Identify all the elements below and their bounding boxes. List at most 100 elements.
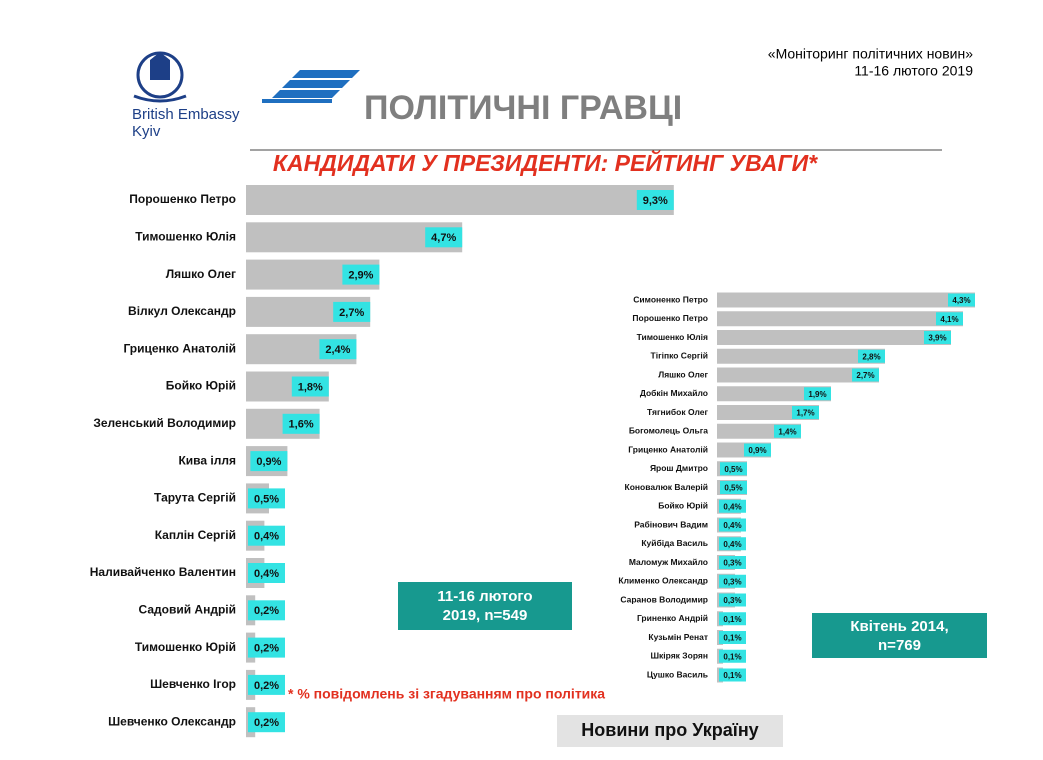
value-label-bg: [248, 712, 285, 733]
value-label: 0,1%: [723, 652, 741, 661]
value-label-bg: [333, 301, 371, 322]
category-label: Гриценко Анатолій: [628, 444, 708, 454]
value-label: 1,9%: [808, 390, 826, 399]
value-label: 3,9%: [928, 334, 946, 343]
category-label: Наливайченко Валентин: [90, 565, 236, 579]
bar: [717, 386, 831, 402]
bar: [717, 330, 951, 345]
value-label-bg: [774, 424, 801, 438]
category-label: Тимошенко Юлія: [637, 332, 708, 342]
value-label: 1,7%: [796, 409, 814, 418]
category-label: Кузьмін Ренат: [648, 632, 708, 642]
period-box: Квітень 2014, n=769: [812, 613, 987, 658]
value-label: 0,3%: [723, 577, 741, 586]
value-label-bg: [719, 499, 746, 513]
value-label: 0,5%: [724, 484, 742, 493]
value-label-bg: [342, 264, 380, 285]
report-period: 11-16 лютого 2019: [854, 63, 973, 79]
category-label: Тарута Сергій: [154, 491, 236, 505]
value-label: 0,4%: [723, 540, 741, 549]
category-label: Садовий Андрій: [139, 602, 236, 616]
value-label-bg: [248, 600, 285, 621]
value-label-bg: [719, 518, 746, 532]
value-label-bg: [636, 190, 674, 210]
category-label: Гриненко Андрій: [637, 613, 708, 623]
value-label: 0,1%: [723, 634, 741, 643]
value-label: 0,2%: [254, 605, 279, 617]
footer-box: [557, 715, 783, 747]
value-label-bg: [248, 563, 285, 583]
value-label: 0,5%: [724, 465, 742, 474]
category-label: Каплін Сергій: [155, 528, 236, 542]
section-title: ПОЛІТИЧНІ ГРАВЦІ: [364, 89, 682, 127]
category-label: Шкіряк Зорян: [650, 651, 708, 661]
value-label-bg: [248, 488, 285, 509]
report-name: «Моніторинг політичних новин»: [768, 46, 973, 62]
footer-text: Новини про Україну: [581, 720, 758, 740]
value-label-bg: [720, 462, 747, 476]
value-label-bg: [291, 376, 329, 397]
value-label-bg: [948, 293, 975, 307]
value-label-bg: [425, 227, 463, 248]
category-label: Богомолець Ольга: [629, 426, 708, 436]
value-label-bg: [720, 481, 747, 494]
value-label: 0,9%: [748, 446, 766, 455]
value-label-bg: [719, 593, 746, 607]
category-label: Порошенко Петро: [129, 192, 236, 206]
value-label-bg: [719, 574, 746, 588]
value-label-bg: [719, 612, 746, 626]
bar: [717, 311, 963, 327]
value-label-bg: [248, 637, 285, 658]
category-label: Порошенко Петро: [632, 313, 708, 323]
value-label-bg: [719, 631, 746, 644]
value-label: 0,9%: [256, 456, 281, 468]
value-label: 0,4%: [723, 502, 741, 511]
value-label: 0,1%: [723, 671, 741, 680]
category-label: Шевченко Олександр: [108, 714, 236, 728]
value-label-bg: [719, 649, 746, 663]
slide-title: КАНДИДАТИ У ПРЕЗИДЕНТИ: РЕЙТИНГ УВАГИ*: [273, 148, 818, 176]
category-label: Ляшко Олег: [658, 369, 708, 379]
category-label: Бойко Юрій: [166, 379, 236, 393]
value-label: 0,2%: [254, 680, 279, 692]
value-label-bg: [248, 525, 285, 546]
crest: [133, 51, 187, 103]
category-label: Гриценко Анатолій: [123, 341, 236, 355]
value-label-bg: [719, 556, 746, 569]
value-label-bg: [804, 387, 831, 401]
value-label-bg: [719, 537, 746, 551]
category-label: Добкін Михайло: [640, 388, 708, 398]
value-label: 0,1%: [723, 615, 741, 624]
category-label: Тимошенко Юрій: [135, 640, 236, 654]
bar: [717, 348, 885, 364]
embassy-name: British Embassy: [132, 106, 240, 123]
category-label: Тимошенко Юлія: [135, 229, 236, 243]
value-label-bg: [744, 443, 771, 457]
category-label: Кива ілля: [178, 453, 236, 467]
logo-panel: [110, 32, 258, 154]
value-label-bg: [924, 331, 951, 344]
value-label: 4,7%: [431, 232, 456, 244]
value-label: 1,6%: [289, 419, 314, 431]
category-label: Клименко Олександр: [618, 576, 708, 586]
category-label: Тягнибок Олег: [647, 407, 708, 417]
value-label: 4,3%: [952, 296, 970, 305]
category-label: Вілкул Олександр: [128, 304, 236, 318]
bar: [717, 367, 879, 383]
value-label: 9,3%: [643, 195, 668, 207]
category-label: Зеленський Володимир: [93, 416, 236, 430]
category-label: Ярош Дмитро: [650, 463, 708, 473]
value-label: 1,8%: [298, 381, 323, 393]
value-label: 2,7%: [856, 371, 874, 380]
category-label: Рабінович Вадим: [634, 519, 708, 529]
value-label: 2,8%: [862, 352, 880, 361]
period-box: 11-16 лютого 2019, n=549: [398, 582, 572, 630]
category-label: Маломуж Михайло: [629, 557, 708, 567]
value-label: 0,3%: [723, 596, 741, 605]
bar: [717, 292, 975, 308]
value-label-bg: [248, 674, 285, 695]
publisher-logo: [262, 70, 360, 103]
value-label: 0,4%: [254, 568, 279, 580]
